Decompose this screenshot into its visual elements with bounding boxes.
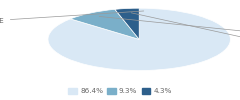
Text: HISPANIC: HISPANIC — [99, 16, 240, 38]
Text: BLACK: BLACK — [131, 13, 240, 47]
Text: WHITE: WHITE — [0, 11, 144, 24]
Wedge shape — [115, 8, 139, 39]
Wedge shape — [70, 9, 139, 39]
Legend: 86.4%, 9.3%, 4.3%: 86.4%, 9.3%, 4.3% — [68, 88, 172, 94]
Wedge shape — [48, 8, 230, 70]
